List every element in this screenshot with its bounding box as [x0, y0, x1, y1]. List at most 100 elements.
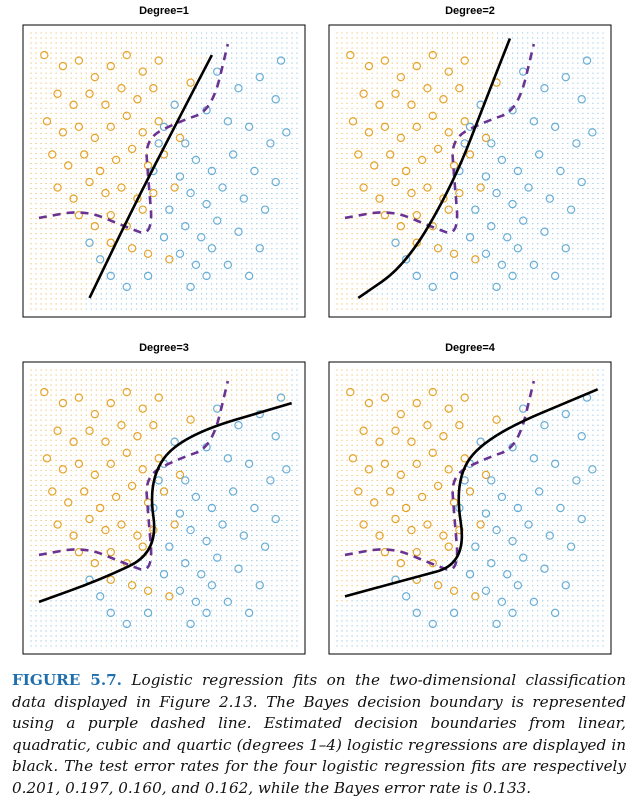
blue-observation — [202, 271, 211, 281]
orange-observation — [380, 122, 390, 132]
blue-observation — [159, 570, 169, 579]
orange-observation — [127, 144, 137, 154]
blue-observation — [175, 249, 185, 258]
blue-observation — [143, 271, 153, 281]
blue-observation — [471, 205, 480, 214]
blue-observation — [556, 166, 565, 176]
orange-observation — [106, 547, 116, 557]
orange-observation — [476, 183, 485, 192]
orange-observation — [348, 117, 358, 126]
orange-observation — [69, 194, 78, 203]
orange-observation — [428, 50, 437, 60]
blue-observation — [566, 205, 576, 214]
orange-observation — [186, 415, 195, 424]
orange-observation — [117, 520, 126, 529]
blue-observation — [165, 542, 174, 551]
orange-observation — [53, 520, 62, 529]
orange-observation — [354, 150, 363, 159]
blue-observation — [492, 619, 501, 629]
blue-observation — [212, 404, 222, 413]
panel-title: Degree=4 — [445, 342, 496, 354]
blue-observation — [266, 476, 275, 485]
orange-observation — [143, 249, 153, 258]
blue-observation — [191, 492, 201, 502]
orange-observation — [106, 459, 116, 469]
orange-observation — [64, 161, 73, 170]
orange-observation — [165, 255, 174, 264]
orange-observation — [122, 448, 131, 457]
orange-observation — [74, 210, 84, 220]
blue-observation — [534, 487, 544, 496]
training-points — [40, 50, 291, 292]
blue-observation — [540, 564, 549, 573]
orange-observation — [53, 426, 62, 435]
blue-observation — [566, 542, 576, 551]
orange-observation — [149, 188, 158, 198]
orange-observation — [460, 56, 469, 65]
orange-observation — [412, 459, 421, 469]
orange-observation — [439, 531, 448, 540]
blue-observation — [513, 581, 523, 590]
blue-observation — [191, 260, 201, 270]
blue-observation — [577, 177, 586, 187]
blue-observation — [529, 597, 539, 607]
orange-observation — [53, 89, 62, 98]
blue-observation — [276, 393, 286, 402]
orange-observation — [175, 133, 185, 143]
blue-observation — [572, 476, 581, 485]
panel-degree-3: Degree=3 — [22, 342, 306, 655]
training-points — [346, 50, 597, 292]
orange-observation — [359, 426, 368, 435]
blue-observation — [106, 608, 116, 618]
blue-observation — [271, 432, 280, 441]
blue-observation — [106, 271, 116, 281]
blue-observation — [207, 166, 217, 176]
orange-observation — [423, 83, 432, 93]
orange-observation — [133, 432, 142, 441]
orange-observation — [375, 531, 384, 540]
orange-observation — [375, 194, 384, 203]
orange-observation — [58, 128, 68, 137]
figure-label: FIGURE 5.7. — [12, 671, 122, 689]
orange-observation — [465, 150, 475, 159]
blue-observation — [170, 100, 179, 109]
orange-observation — [375, 100, 384, 109]
orange-observation — [127, 244, 137, 253]
blue-observation — [577, 514, 586, 524]
training-points — [346, 387, 597, 629]
blue-observation — [239, 194, 248, 203]
orange-observation — [138, 205, 147, 214]
blue-observation — [159, 233, 169, 242]
blue-observation — [186, 282, 195, 292]
plot-frame — [328, 361, 612, 655]
blue-observation — [481, 586, 491, 596]
orange-observation — [74, 393, 84, 402]
blue-observation — [508, 271, 517, 281]
blue-observation — [529, 260, 539, 270]
blue-observation — [255, 244, 264, 253]
blue-observation — [234, 227, 243, 236]
bayes-boundary-line — [38, 380, 230, 571]
orange-observation — [85, 89, 94, 98]
orange-observation — [149, 421, 158, 430]
orange-observation — [90, 559, 100, 568]
orange-observation — [380, 459, 390, 469]
blue-observation — [197, 570, 206, 579]
orange-observation — [396, 470, 406, 480]
blue-observation — [143, 608, 153, 618]
blue-observation — [191, 155, 201, 165]
orange-observation — [423, 520, 432, 529]
fitted-boundary-line — [357, 38, 512, 300]
orange-observation — [428, 387, 437, 397]
blue-observation — [85, 238, 94, 247]
blue-observation — [519, 404, 528, 413]
blue-observation — [276, 56, 286, 65]
blue-observation — [503, 233, 512, 242]
orange-observation — [444, 542, 453, 551]
blue-observation — [550, 459, 560, 469]
blue-observation — [556, 503, 565, 513]
orange-observation — [471, 255, 480, 264]
decision-boundaries — [38, 380, 293, 604]
panel-degree-4: Degree=4 — [328, 342, 612, 655]
blue-observation — [582, 56, 592, 65]
